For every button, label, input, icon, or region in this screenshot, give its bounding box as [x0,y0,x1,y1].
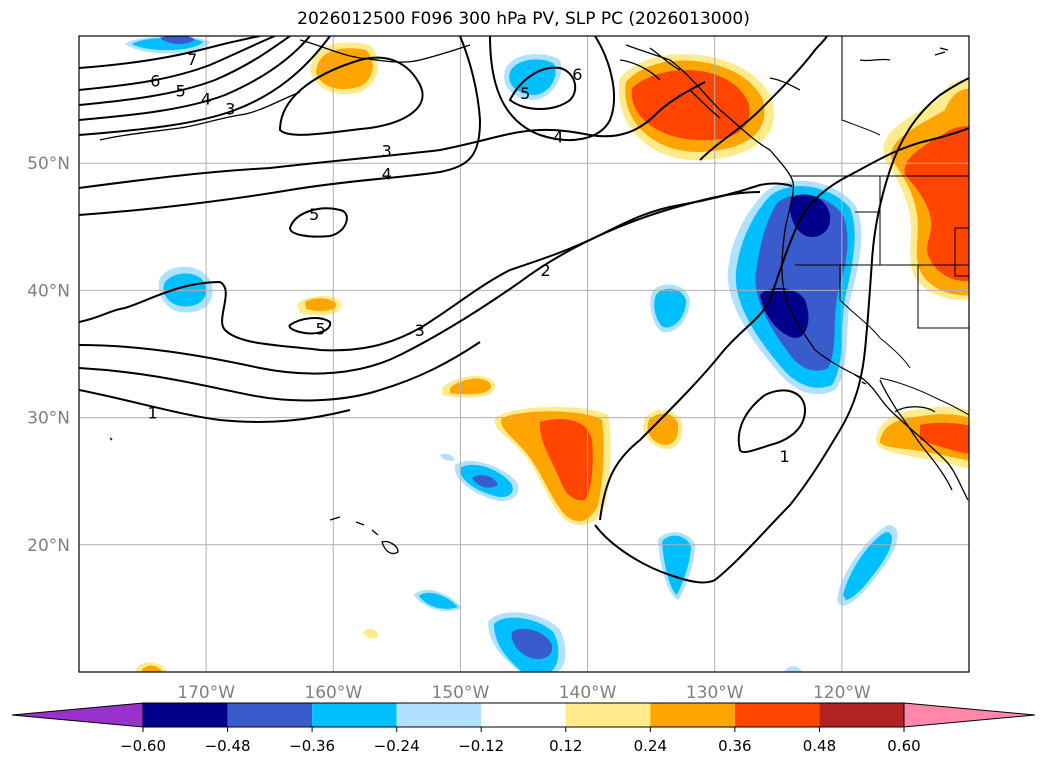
colorbar-tick-label: 0.36 [718,737,751,755]
axis-tick-labels: 170°W 160°W 150°W 140°W 130°W 120°W 50°N 40°N 30… [27,154,871,703]
pv-anomaly-fills [125,36,969,672]
negative-anomaly-small [843,532,892,600]
colorbar-segment [227,703,313,727]
contour-label: 4 [553,127,563,146]
positive-anomaly-small [141,665,163,672]
contour-label: 3 [382,141,392,160]
contour-label: 3 [415,321,425,340]
negative-anomaly-small [662,535,691,595]
map-title: 2026012500 F096 300 hPa PV, SLP PC (2026… [297,9,750,29]
colorbar-segment [143,703,228,727]
positive-anomaly-small [316,48,373,90]
lat-tick-label: 40°N [27,281,70,301]
negative-anomaly-small [440,453,455,461]
contour-label: 3 [225,100,235,119]
colorbar-tick-label: −0.24 [374,737,420,755]
plot-frame [78,35,970,673]
colorbar-tick-label: −0.36 [289,737,335,755]
colorbar-tick-label: 0.60 [887,737,920,755]
colorbar: −0.60 −0.48 −0.36 −0.24 −0.12 0.12 0.24 0.36 0.4… [11,702,1036,755]
positive-anomaly-small [363,628,378,639]
contour-label: 6 [572,65,582,84]
coastlines [99,39,969,555]
negative-anomaly-small [472,475,498,488]
contour-label: 4 [382,164,392,183]
colorbar-segment [481,703,566,727]
negative-anomaly-small [511,628,553,660]
contour-label: 5 [315,320,325,339]
negative-anomaly-small [419,592,458,609]
positive-anomaly-bc [618,53,775,161]
lon-tick-label: 130°W [686,683,744,703]
colorbar-frame [142,702,905,728]
lon-tick-label: 150°W [432,683,490,703]
colorbar-extend-high [903,702,1036,728]
contour-label: 2 [541,261,551,280]
contour-label: 5 [520,84,530,103]
positive-anomaly-us [883,79,969,301]
colorbar-segment [565,703,651,727]
graticule [79,36,969,672]
positive-anomaly-small [305,298,337,312]
negative-anomaly-small [654,288,686,328]
colorbar-tick-label: −0.12 [458,737,504,755]
political-borders [790,36,969,416]
colorbar-segment [396,703,482,727]
colorbar-tick-label: 0.12 [549,737,582,755]
negative-anomaly-small [160,36,195,44]
lon-tick-label: 120°W [813,683,871,703]
lat-tick-label: 30°N [27,409,70,429]
slp-pc-contours [79,36,969,584]
negative-anomaly-westcoast [727,180,862,395]
contour-label: 7 [187,50,197,69]
lon-tick-label: 170°W [177,683,235,703]
lat-tick-label: 50°N [27,154,70,174]
colorbar-tick-label: 0.24 [634,737,667,755]
contour-label: 1 [148,404,158,423]
lon-tick-label: 160°W [304,683,362,703]
positive-anomaly-central [494,406,611,525]
lat-tick-label: 20°N [27,536,70,556]
contour-label: 5 [309,205,319,224]
colorbar-tick-label: −0.60 [120,737,166,755]
colorbar-segment [819,703,904,727]
positive-anomaly-small [647,413,679,445]
colorbar-tick-label: 0.48 [803,737,836,755]
colorbar-segment [650,703,735,727]
negative-anomaly-small [784,666,802,672]
positive-anomaly-mexico [875,406,969,469]
contour-label: 5 [176,82,186,101]
lon-tick-label: 140°W [559,683,617,703]
contour-label: 6 [150,72,160,91]
contour-label: 4 [201,89,211,108]
colorbar-tick-label: −0.48 [205,737,251,755]
colorbar-segment [734,703,820,727]
colorbar-extend-low [11,702,144,728]
contour-label: 1 [780,447,790,466]
colorbar-segment [312,703,397,727]
